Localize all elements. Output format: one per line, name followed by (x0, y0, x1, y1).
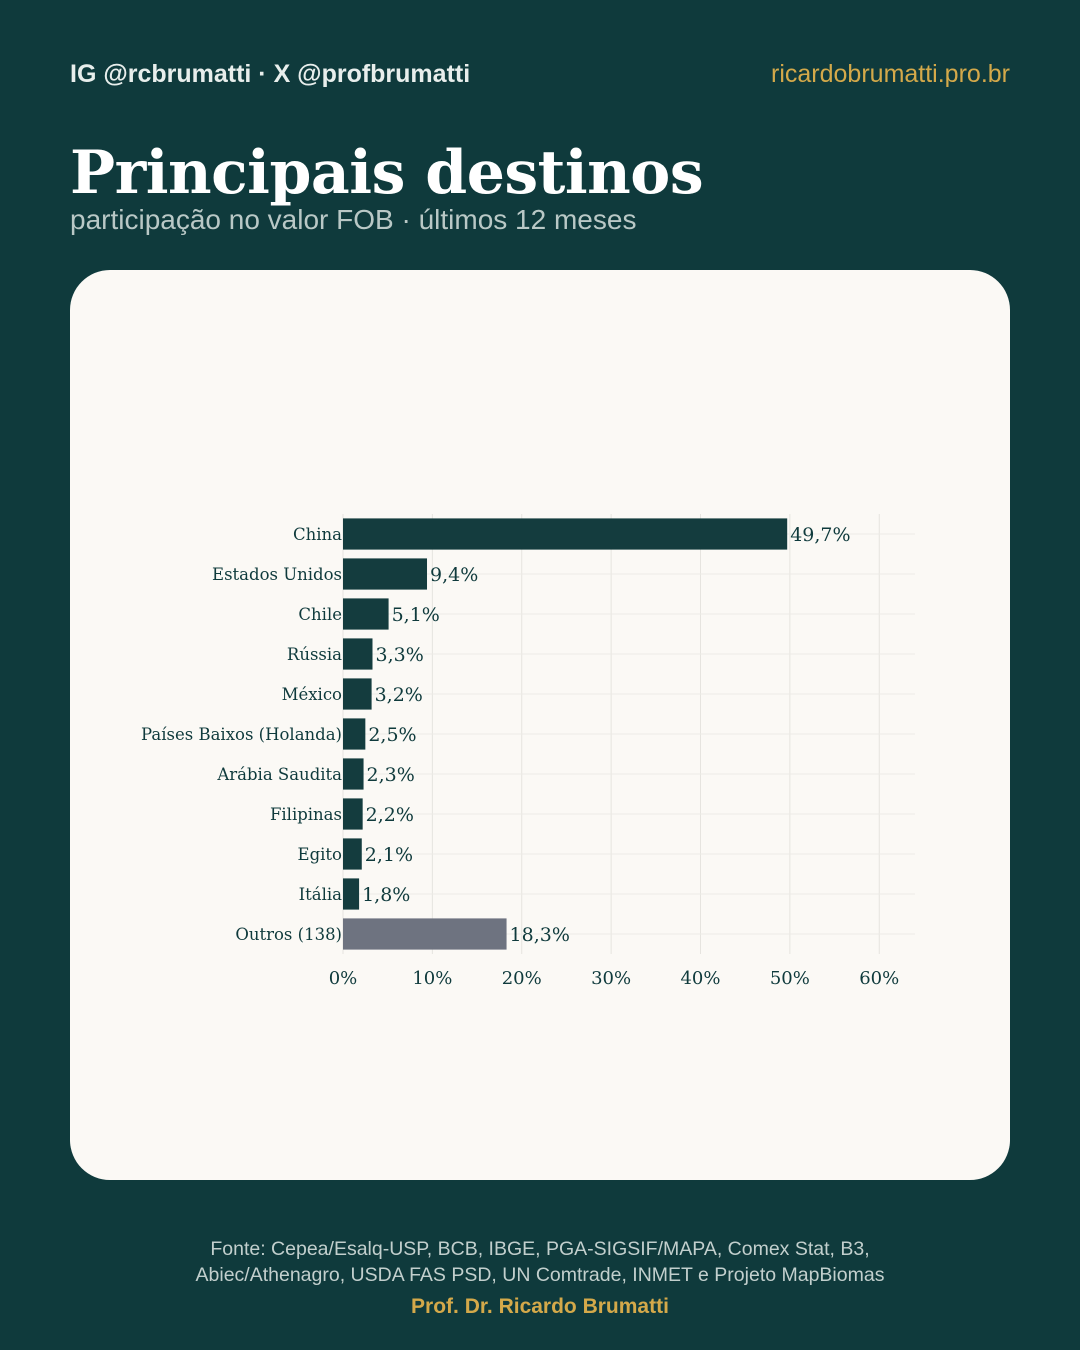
x-tick-label: 30% (591, 968, 631, 989)
value-label: 3,2% (375, 684, 423, 706)
category-label: Outros (138) (235, 925, 342, 944)
x-tick-label: 0% (329, 968, 358, 989)
value-label: 9,4% (430, 564, 478, 586)
value-label: 5,1% (392, 604, 440, 626)
bar (343, 678, 372, 710)
value-label: 2,5% (368, 724, 416, 746)
bar (343, 718, 366, 750)
value-label: 2,1% (365, 844, 413, 866)
source-note: Fonte: Cepea/Esalq-USP, BCB, IBGE, PGA-S… (0, 1236, 1080, 1288)
bar (343, 838, 362, 870)
bar (343, 758, 364, 790)
value-label: 18,3% (510, 924, 570, 946)
category-label: Chile (298, 605, 342, 624)
x-tick-label: 40% (680, 968, 720, 989)
bar-chart: 0% 10% 20% 30% 40% 50% 60% China 49,7% Estados Un… (141, 514, 915, 989)
category-label: México (282, 685, 342, 704)
x-tick-label: 10% (412, 968, 452, 989)
bar (343, 798, 363, 830)
category-label: Egito (298, 845, 343, 864)
page-title: Principais destinos (70, 138, 704, 208)
x-tick-label: 20% (502, 968, 542, 989)
value-label: 2,3% (367, 764, 415, 786)
category-label: China (293, 525, 342, 544)
bar (343, 598, 389, 630)
bar (343, 638, 373, 670)
x-tick-label: 50% (770, 968, 810, 989)
source-line-1: Fonte: Cepea/Esalq-USP, BCB, IBGE, PGA-S… (210, 1238, 870, 1260)
author-credit: Prof. Dr. Ricardo Brumatti (411, 1295, 669, 1318)
value-label: 3,3% (375, 644, 423, 666)
category-label: Rússia (287, 645, 342, 664)
value-label: 2,2% (366, 804, 414, 826)
bar (343, 918, 507, 950)
website-link[interactable]: ricardobrumatti.pro.br (771, 60, 1010, 88)
source-line-2: Abiec/Athenagro, USDA FAS PSD, UN Comtra… (195, 1264, 885, 1286)
bar (343, 558, 428, 590)
category-label: Filipinas (270, 805, 342, 824)
page-subtitle: participação no valor FOB · últimos 12 m… (70, 204, 637, 235)
category-label: Itália (299, 885, 343, 904)
bar (343, 518, 788, 550)
bar (343, 878, 360, 910)
x-tick-label: 60% (859, 968, 899, 989)
chart-card: 0% 10% 20% 30% 40% 50% 60% China 49,7% Estados Un… (70, 270, 1010, 1180)
category-label: Arábia Saudita (216, 765, 342, 784)
social-handles: IG @rcbrumatti · X @profbrumatti (70, 60, 471, 88)
value-label: 49,7% (790, 524, 850, 546)
category-label: Países Baixos (Holanda) (141, 725, 342, 744)
value-label: 1,8% (362, 884, 410, 906)
category-label: Estados Unidos (212, 565, 342, 584)
